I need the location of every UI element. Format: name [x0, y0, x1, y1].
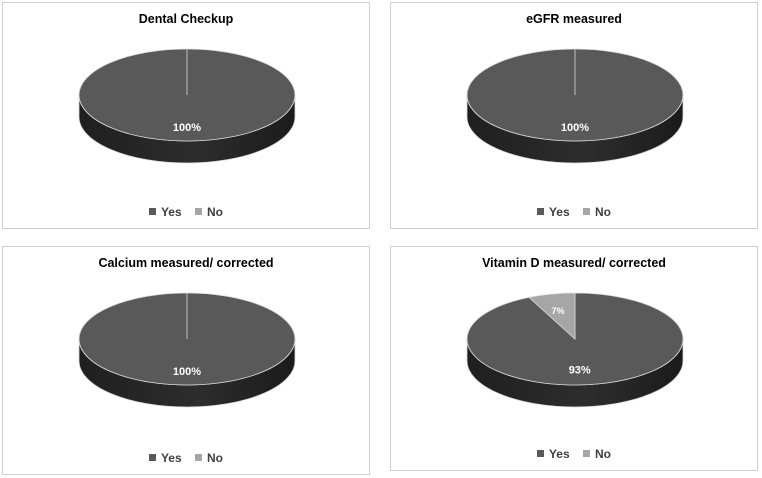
pie-data-label-yes: 100% — [561, 122, 589, 134]
legend-label-yes: Yes — [548, 447, 570, 461]
legend-swatch-yes — [536, 208, 544, 216]
legend-label-no: No — [595, 205, 612, 219]
pie-data-label-yes: 100% — [173, 366, 201, 378]
legend-label-no: No — [595, 447, 612, 461]
chart-legend: Yes No — [391, 447, 757, 461]
chart-legend: Yes No — [391, 205, 757, 219]
chart-title: Vitamin D measured/ corrected — [482, 256, 666, 270]
legend-label-no: No — [207, 451, 224, 465]
legend-label-yes: Yes — [160, 451, 182, 465]
chart-title: Dental Checkup — [138, 12, 234, 26]
legend-item-yes: Yes — [148, 205, 182, 219]
legend-item-no: No — [583, 447, 611, 461]
pie-chart-svg: 100% — [78, 48, 296, 164]
chart-title: Calcium measured/ corrected — [98, 256, 274, 270]
legend-label-no: No — [207, 205, 224, 219]
legend-label-yes: Yes — [160, 205, 182, 219]
chart-panel-vitamin-d-measured: 93% 7% Vitamin D measured/ corrected Yes … — [390, 246, 758, 471]
legend-item-no: No — [195, 451, 223, 465]
chart-panel-dental-checkup: 100% Dental Checkup Yes No — [2, 2, 370, 229]
chart-legend: Yes No — [3, 205, 369, 219]
legend-item-yes: Yes — [536, 205, 570, 219]
legend-item-no: No — [195, 205, 223, 219]
chart-legend: Yes No — [3, 451, 369, 465]
pie-data-label-yes: 100% — [173, 122, 201, 134]
legend-swatch-no — [195, 454, 203, 462]
pie-chart-svg: 100% — [78, 292, 296, 408]
pie-data-label-no: 7% — [552, 306, 565, 316]
legend-swatch-yes — [148, 454, 156, 462]
chart-title: eGFR measured — [526, 12, 622, 26]
legend-item-yes: Yes — [536, 447, 570, 461]
legend-swatch-no — [583, 450, 591, 458]
legend-swatch-no — [195, 208, 203, 216]
legend-swatch-yes — [148, 208, 156, 216]
chart-panel-calcium-measured: 100% Calcium measured/ corrected Yes No — [2, 246, 370, 475]
chart-panel-egfr-measured: 100% eGFR measured Yes No — [390, 2, 758, 229]
pie-chart-svg: 93% 7% — [466, 292, 684, 408]
legend-item-no: No — [583, 205, 611, 219]
legend-item-yes: Yes — [148, 451, 182, 465]
pie-slice-no — [528, 292, 576, 340]
legend-swatch-yes — [536, 450, 544, 458]
pie-chart-svg: 100% — [466, 48, 684, 164]
pie-data-label-yes: 93% — [569, 365, 591, 377]
legend-label-yes: Yes — [548, 205, 570, 219]
legend-swatch-no — [583, 208, 591, 216]
